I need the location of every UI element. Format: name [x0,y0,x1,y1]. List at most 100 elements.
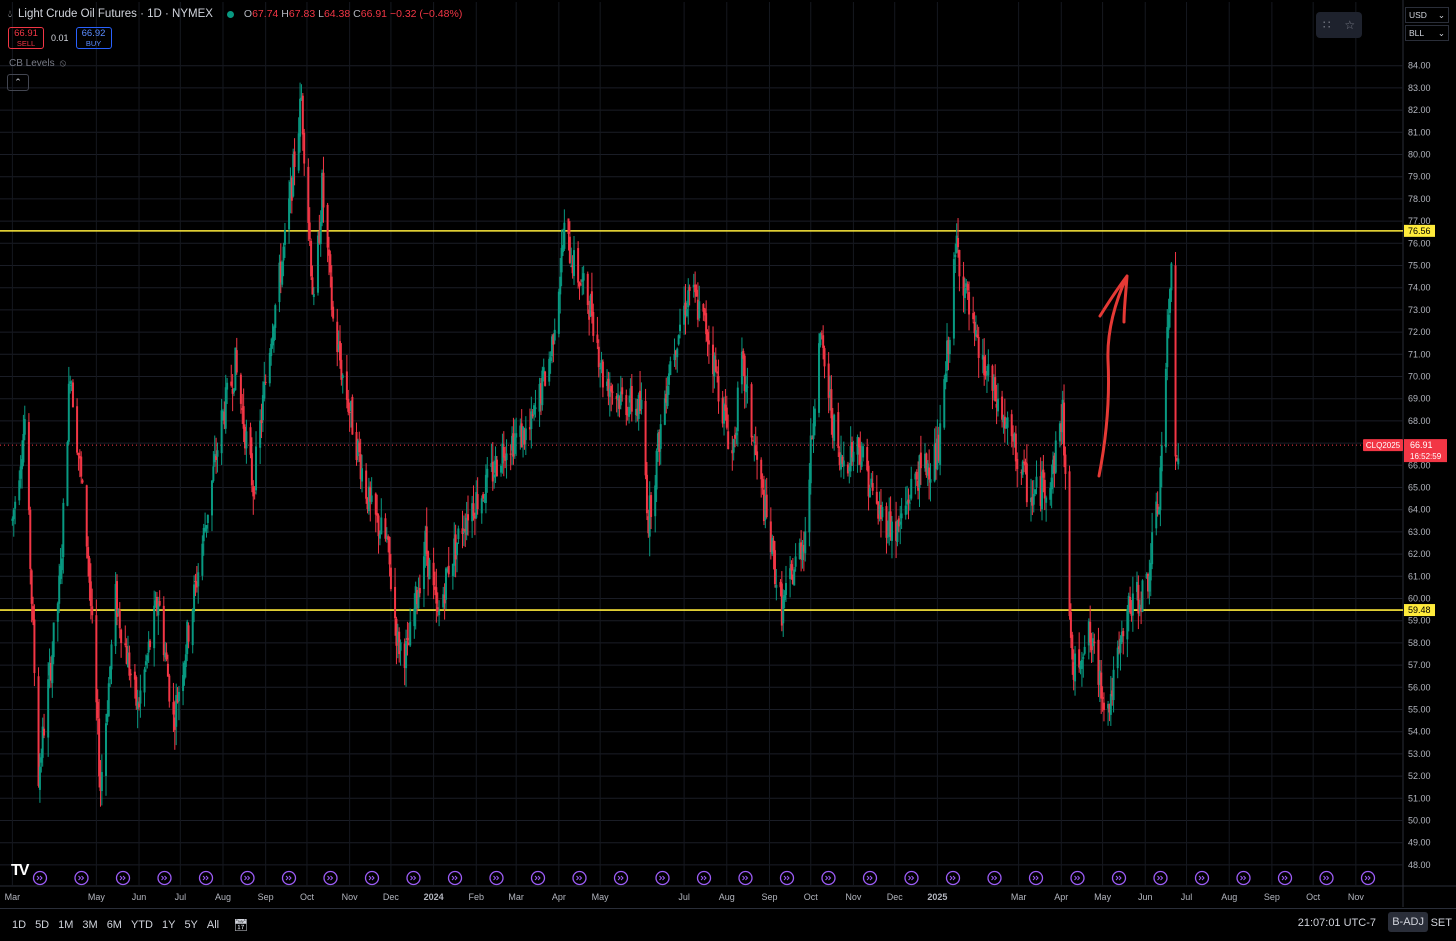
calendar-icon[interactable]: 📅︎ [233,917,249,932]
candle-body [99,775,102,792]
candle-body [676,348,679,358]
candle-body [881,507,884,518]
candle-body [95,615,98,703]
eye-hidden-icon[interactable]: ⦸ [59,58,67,69]
candle-body [58,575,61,604]
candle-body [1072,662,1075,680]
time-tick-label: Jul [678,892,690,902]
event-marker-icon[interactable] [323,870,338,886]
event-marker-icon[interactable] [1111,870,1127,886]
favorites-widget[interactable]: ∷ ☆ [1316,12,1362,38]
candle-body [1156,503,1159,514]
candle-body [125,646,128,664]
candle-body [1093,641,1096,644]
event-marker-icon[interactable] [1277,870,1293,886]
event-marker-icon[interactable] [198,870,214,886]
candle-body [655,450,658,490]
price-tick-label: 66.00 [1408,460,1431,470]
buy-button[interactable]: 66.92 BUY [75,27,112,49]
event-marker-icon[interactable] [115,870,131,886]
candle-body [1145,573,1148,578]
candle-body [1001,396,1004,420]
event-marker-icon[interactable] [447,870,463,886]
event-marker-icon[interactable] [1070,870,1085,886]
candle-body [289,181,292,200]
event-marker-icon[interactable] [821,870,836,886]
candle-body [1024,462,1027,466]
candle-body [968,292,971,315]
candle-body [370,495,373,502]
candle-body [442,594,445,608]
drag-handle-icon[interactable]: ∷ [1322,18,1331,32]
b-adj-button[interactable]: B-ADJ [1388,912,1428,932]
range-button-1d[interactable]: 1D [12,918,27,931]
event-marker-icon[interactable] [738,870,753,886]
candle-body [769,521,772,553]
event-marker-icon[interactable] [613,870,629,886]
event-marker-icon[interactable] [696,870,712,886]
event-marker-icon[interactable] [281,870,297,886]
event-marker-icon[interactable] [1236,870,1251,886]
candle-body [1058,423,1061,442]
event-marker-icon[interactable] [1194,870,1210,886]
candle-body [475,492,478,518]
range-button-1m[interactable]: 1M [58,918,74,931]
range-button-5y[interactable]: 5Y [184,918,198,931]
event-marker-icon[interactable] [779,870,795,886]
candle-body [318,231,321,244]
event-marker-icon[interactable] [945,870,961,886]
candle-body [501,443,504,464]
session-button[interactable]: SET [1430,917,1452,929]
candle-body [96,701,99,718]
candle-body [52,622,55,658]
candle-body [359,454,362,480]
currency-select[interactable]: USD ⌄ [1405,7,1449,23]
candle-body [791,574,794,584]
event-marker-icon[interactable] [987,870,1002,886]
event-marker-icon[interactable] [489,870,504,886]
range-button-3m[interactable]: 3M [82,918,98,931]
event-marker-icon[interactable] [406,870,421,886]
candle-body [389,567,392,590]
candle-body [1148,576,1151,592]
clock-time[interactable]: 21:07:01 UTC-7 [1297,917,1376,929]
event-marker-icon[interactable] [862,870,878,886]
candle-body [1020,472,1023,474]
indicator-row[interactable]: CB Levels ⦸ [9,58,66,69]
range-button-all[interactable]: All [206,918,220,931]
star-icon[interactable]: ☆ [1344,18,1356,32]
event-marker-icon[interactable] [240,870,255,886]
event-marker-icon[interactable] [1360,870,1376,886]
event-marker-icon[interactable] [655,870,670,886]
sell-button[interactable]: 66.91 SELL [8,27,44,49]
event-marker-icon[interactable] [904,870,919,886]
range-button-ytd[interactable]: YTD [130,918,153,931]
candle-body [376,513,379,516]
range-button-1y[interactable]: 1Y [161,918,176,931]
event-marker-icon[interactable] [530,870,546,886]
tradingview-logo[interactable]: TV [11,862,30,879]
event-marker-icon[interactable] [1319,870,1334,886]
event-marker-icon[interactable] [1153,870,1168,886]
candle-body [628,406,631,417]
range-button-5d[interactable]: 5D [35,918,50,931]
chevron-up-icon[interactable]: ⌃ [7,74,29,91]
event-marker-icon[interactable] [572,870,587,886]
candle-body [215,455,218,460]
symbol-title[interactable]: Light Crude Oil Futures · 1D · NYMEX [18,8,213,20]
candle-body [329,254,332,273]
event-marker-icon[interactable] [74,870,89,886]
candle-body [1090,642,1093,651]
candle-body [520,423,523,448]
range-button-6m[interactable]: 6M [106,918,122,931]
event-marker-icon[interactable] [1028,870,1044,886]
candle-body [692,284,695,288]
event-marker-icon[interactable] [32,870,48,886]
candle-body [1122,630,1125,637]
event-marker-icon[interactable] [157,870,172,886]
candle-body [114,584,117,647]
unit-select[interactable]: BLL ⌄ [1405,25,1449,41]
candle-body [1060,423,1063,432]
event-marker-icon[interactable] [364,870,380,886]
